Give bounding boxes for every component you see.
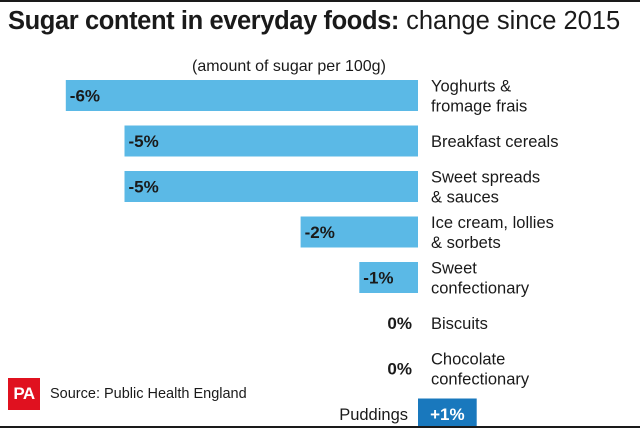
bar xyxy=(65,80,419,111)
bar-value-label: -5% xyxy=(129,178,159,197)
source-note: Source: Public Health England xyxy=(50,386,247,402)
bottom-rule xyxy=(0,426,640,428)
bar-value-label: 0% xyxy=(387,314,412,333)
category-label: Puddings xyxy=(339,406,408,424)
title-bold: Sugar content in everyday foods: xyxy=(8,7,400,35)
category-label: Yoghurts & fromage frais xyxy=(431,78,527,116)
chart-title: Sugar content in everyday foods: change … xyxy=(8,4,620,38)
bar xyxy=(418,398,477,428)
category-label: Breakfast cereals xyxy=(431,133,558,151)
category-label: Chocolate confectionary xyxy=(431,351,530,389)
chart-subtitle: (amount of sugar per 100g) xyxy=(192,58,386,75)
category-label: Ice cream, lollies & sorbets xyxy=(431,214,554,252)
bar xyxy=(124,171,418,202)
pa-logo: PA xyxy=(8,378,40,410)
bar-value-label: -6% xyxy=(70,87,100,106)
bar-value-label: +1% xyxy=(430,405,465,424)
bar-value-label: -5% xyxy=(129,132,159,151)
top-rule xyxy=(0,0,640,2)
bar-value-label: 0% xyxy=(387,360,412,379)
footer: PA Source: Public Health England xyxy=(8,378,247,410)
bar xyxy=(359,262,418,293)
category-label: Sweet confectionary xyxy=(431,260,530,298)
category-label: Sweet spreads & sauces xyxy=(431,169,540,207)
bar-value-label: -2% xyxy=(305,223,335,242)
bar xyxy=(124,125,418,157)
title-rest: change since 2015 xyxy=(399,7,621,35)
bar-value-label: -1% xyxy=(363,269,393,288)
category-label: Biscuits xyxy=(431,315,488,333)
bar xyxy=(300,216,418,248)
